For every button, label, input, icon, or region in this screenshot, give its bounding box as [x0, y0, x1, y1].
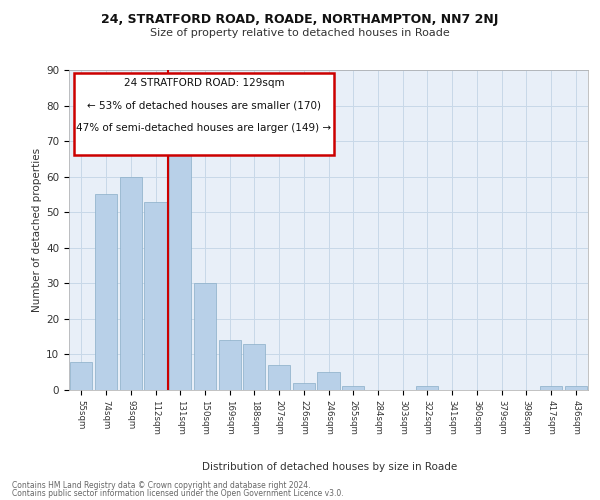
Text: ← 53% of detached houses are smaller (170): ← 53% of detached houses are smaller (17…	[87, 100, 321, 110]
Bar	[565, 386, 587, 390]
Bar	[243, 344, 265, 390]
Bar	[416, 386, 439, 390]
Text: 24, STRATFORD ROAD, ROADE, NORTHAMPTON, NN7 2NJ: 24, STRATFORD ROAD, ROADE, NORTHAMPTON, …	[101, 12, 499, 26]
Bar	[293, 383, 315, 390]
Bar	[95, 194, 117, 390]
Y-axis label: Number of detached properties: Number of detached properties	[32, 148, 42, 312]
Bar	[342, 386, 364, 390]
Bar	[268, 365, 290, 390]
Text: 24 STRATFORD ROAD: 129sqm: 24 STRATFORD ROAD: 129sqm	[124, 78, 284, 88]
Text: 47% of semi-detached houses are larger (149) →: 47% of semi-detached houses are larger (…	[76, 123, 332, 133]
Text: Size of property relative to detached houses in Roade: Size of property relative to detached ho…	[150, 28, 450, 38]
Bar	[145, 202, 167, 390]
FancyBboxPatch shape	[74, 73, 334, 155]
Bar	[194, 284, 216, 390]
Bar	[218, 340, 241, 390]
Bar	[317, 372, 340, 390]
Text: Contains HM Land Registry data © Crown copyright and database right 2024.: Contains HM Land Registry data © Crown c…	[12, 481, 311, 490]
Bar	[70, 362, 92, 390]
Text: Distribution of detached houses by size in Roade: Distribution of detached houses by size …	[202, 462, 458, 472]
Text: Contains public sector information licensed under the Open Government Licence v3: Contains public sector information licen…	[12, 489, 344, 498]
Bar	[119, 176, 142, 390]
Bar	[169, 138, 191, 390]
Bar	[540, 386, 562, 390]
